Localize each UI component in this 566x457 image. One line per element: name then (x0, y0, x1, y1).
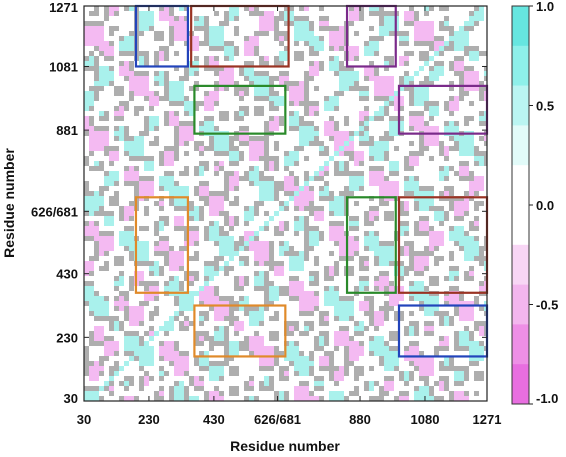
x-tick-label: 626/681 (254, 412, 301, 427)
colorbar-segment (512, 324, 529, 365)
colorbar-tick-label: 0.0 (536, 198, 554, 213)
colorbar-segment (512, 244, 529, 285)
y-tick-label: 626/681 (31, 204, 78, 219)
x-tick-label: 30 (77, 412, 91, 427)
colorbar-tick-label: 0.5 (536, 99, 554, 114)
colorbar-ticks: 1.0 0.5 0.0 -0.5 -1.0 (529, 0, 558, 406)
highlight-box (193, 84, 287, 135)
colorbar-tick-label: -0.5 (536, 298, 558, 313)
colorbar-segment (512, 284, 529, 325)
colorbar-segment (512, 85, 529, 126)
y-tick-label: 230 (56, 330, 78, 345)
highlight-box (345, 196, 397, 294)
x-axis-title: Residue number (230, 438, 340, 454)
x-tick-label: 880 (349, 412, 371, 427)
plot-frame (83, 5, 488, 402)
y-axis-title: Residue number (1, 148, 17, 258)
highlight-box (134, 196, 190, 294)
colorbar-segment (512, 6, 529, 47)
y-tick-label: 30 (64, 391, 78, 406)
colorbar-segment (512, 45, 529, 86)
colorbar (512, 6, 529, 405)
x-tick-label: 1080 (411, 412, 440, 427)
x-axis-ticks: 30 230 430 626/681 880 1080 1271 (77, 6, 502, 427)
y-tick-label: 1271 (49, 0, 78, 15)
y-tick-label: 430 (56, 267, 78, 282)
x-tick-label: 430 (203, 412, 225, 427)
colorbar-segment (512, 125, 529, 166)
highlight-box (193, 304, 287, 358)
correlation-map (84, 6, 487, 401)
y-tick-label: 881 (56, 123, 78, 138)
y-tick-label: 1081 (49, 59, 78, 74)
colorbar-tick-label: -1.0 (536, 391, 558, 406)
y-axis-ticks: 30 230 430 626/681 881 1081 1271 (31, 0, 487, 406)
colorbar-segment (512, 205, 529, 246)
x-tick-label: 230 (138, 412, 160, 427)
x-tick-label: 1271 (473, 412, 502, 427)
colorbar-tick-label: 1.0 (536, 0, 554, 14)
colorbar-segment (512, 165, 529, 206)
colorbar-segment (512, 364, 529, 405)
